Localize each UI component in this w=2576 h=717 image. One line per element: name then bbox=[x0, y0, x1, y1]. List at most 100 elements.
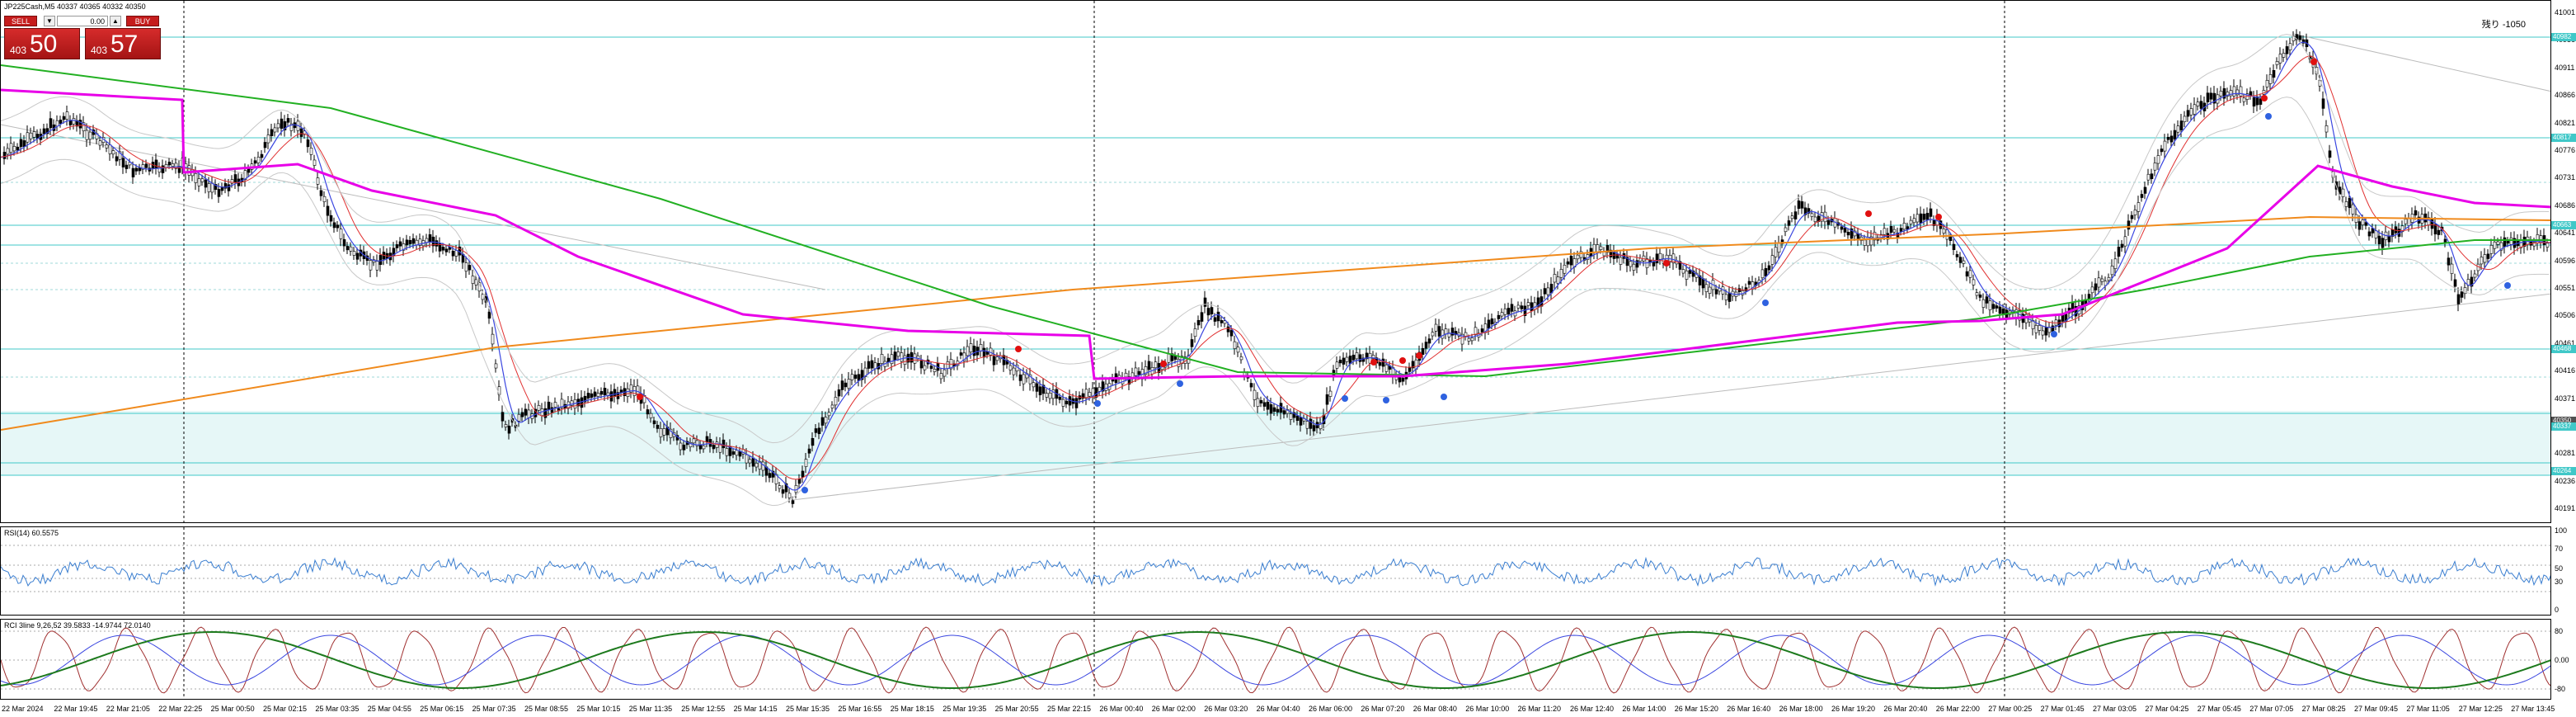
candle-body bbox=[98, 140, 102, 146]
candle-body bbox=[1223, 320, 1227, 324]
candle-body bbox=[1342, 357, 1346, 365]
candle-body bbox=[2453, 279, 2457, 287]
time-axis-label: 27 Mar 12:25 bbox=[2458, 705, 2503, 713]
time-axis-label: 27 Mar 05:45 bbox=[2197, 705, 2241, 713]
rsi-line bbox=[1, 556, 2550, 587]
time-axis-label: 27 Mar 01:45 bbox=[2040, 705, 2085, 713]
time-axis-label: 25 Mar 03:35 bbox=[315, 705, 360, 713]
candle-body bbox=[2193, 104, 2197, 115]
bollinger-lower bbox=[1, 97, 2550, 507]
candle-body bbox=[1948, 236, 1953, 242]
candle-body bbox=[1909, 219, 1913, 224]
candle-body bbox=[1843, 228, 1847, 233]
candle-body bbox=[1289, 413, 1293, 420]
candle-body bbox=[230, 179, 234, 184]
candle-body bbox=[1384, 364, 1389, 372]
candle-body bbox=[227, 184, 231, 191]
candle-body bbox=[1784, 227, 1788, 233]
candle-body bbox=[1632, 263, 1636, 271]
candle-body bbox=[1012, 367, 1016, 375]
candle-body bbox=[1500, 312, 1504, 317]
candle-body bbox=[289, 123, 294, 131]
candle-body bbox=[115, 156, 119, 162]
candle-body bbox=[2235, 89, 2240, 96]
rsi-indicator-pane[interactable]: RSI(14) 60.5575 bbox=[0, 526, 2551, 616]
bollinger-upper bbox=[1, 34, 2550, 444]
candle-body bbox=[2509, 237, 2513, 245]
candle-body bbox=[441, 247, 445, 251]
candle-body bbox=[2381, 238, 2385, 248]
sell-signal-dot bbox=[1370, 359, 1377, 366]
candle-body bbox=[896, 351, 900, 357]
candle-body bbox=[204, 179, 208, 188]
candle-body bbox=[1045, 393, 1049, 398]
candle-body bbox=[2489, 244, 2494, 254]
candle-body bbox=[375, 261, 379, 271]
candle-body bbox=[669, 428, 673, 438]
time-axis-label: 25 Mar 15:35 bbox=[786, 705, 830, 713]
candle-body bbox=[2252, 97, 2256, 107]
candle-body bbox=[814, 428, 818, 433]
candle-body bbox=[346, 246, 350, 251]
candle-body bbox=[2041, 330, 2045, 336]
price-chart-pane[interactable]: JP225Cash,M5 40337 40365 40332 40350 残り … bbox=[0, 0, 2551, 523]
buy-button[interactable]: BUY bbox=[126, 16, 159, 26]
candle-body bbox=[791, 500, 795, 504]
candle-body bbox=[1714, 289, 1718, 295]
candle-body bbox=[1450, 328, 1455, 336]
candle-body bbox=[1229, 330, 1234, 337]
lot-size-input[interactable]: 0.00 bbox=[57, 16, 108, 26]
candle-body bbox=[468, 265, 472, 271]
price-level-tag: 40350 bbox=[2551, 417, 2576, 425]
candle-body bbox=[2209, 92, 2213, 100]
candle-body bbox=[1797, 200, 1801, 210]
candle-body bbox=[2387, 235, 2391, 243]
candle-body bbox=[2199, 101, 2203, 109]
candle-body bbox=[1681, 269, 1685, 274]
sell-button[interactable]: SELL bbox=[4, 16, 37, 26]
candle-body bbox=[692, 438, 696, 444]
time-axis-label: 26 Mar 12:40 bbox=[1570, 705, 1615, 713]
lot-decrease-button[interactable]: ▼ bbox=[44, 16, 55, 26]
candle-body bbox=[2110, 266, 2114, 276]
price-axis[interactable]: 4100140956409114086640821407764073140686… bbox=[2551, 0, 2576, 523]
time-axis[interactable]: 22 Mar 2024 22 Mar 19:45 22 Mar 21:05 22 Ma… bbox=[0, 701, 2555, 717]
candle-body bbox=[1358, 354, 1362, 362]
candle-body bbox=[903, 355, 907, 365]
candle-body bbox=[867, 361, 871, 369]
candle-body bbox=[893, 351, 897, 361]
candle-body bbox=[2117, 247, 2121, 257]
candle-body bbox=[197, 178, 201, 186]
candle-body bbox=[309, 148, 313, 155]
candle-body bbox=[2483, 254, 2487, 263]
lot-increase-button[interactable]: ▲ bbox=[110, 16, 121, 26]
candle-body bbox=[504, 424, 508, 427]
buy-price-prefix: 403 bbox=[91, 45, 108, 56]
price-chart-canvas[interactable] bbox=[1, 1, 2551, 523]
candle-body bbox=[797, 479, 801, 484]
buy-signal-dot bbox=[2504, 282, 2511, 289]
candle-body bbox=[154, 159, 158, 168]
sell-price-quote[interactable]: 403 50 bbox=[4, 28, 80, 59]
candle-body bbox=[682, 444, 686, 450]
candle-body bbox=[1381, 358, 1385, 367]
candle-body bbox=[408, 239, 412, 244]
candle-body bbox=[2034, 325, 2038, 333]
candle-body bbox=[923, 365, 927, 370]
candle-body bbox=[194, 172, 198, 183]
candle-body bbox=[411, 238, 416, 244]
time-axis-label: 27 Mar 08:25 bbox=[2301, 705, 2346, 713]
candle-body bbox=[2265, 79, 2269, 87]
rci-indicator-pane[interactable]: RCI 3line 9,26,52 39.5833 -14.9744 72.01… bbox=[0, 619, 2551, 700]
candle-body bbox=[2298, 35, 2302, 40]
candle-body bbox=[778, 485, 782, 489]
candle-body bbox=[2414, 210, 2418, 216]
candle-body bbox=[570, 400, 574, 406]
time-axis-label: 26 Mar 16:40 bbox=[1727, 705, 1771, 713]
candle-body bbox=[2163, 140, 2167, 152]
candle-body bbox=[830, 404, 834, 408]
candle-body bbox=[1671, 253, 1676, 263]
price-level-tag: 40264 bbox=[2551, 467, 2576, 475]
buy-price-quote[interactable]: 403 57 bbox=[85, 28, 161, 59]
buy-signal-dot bbox=[2265, 113, 2272, 120]
